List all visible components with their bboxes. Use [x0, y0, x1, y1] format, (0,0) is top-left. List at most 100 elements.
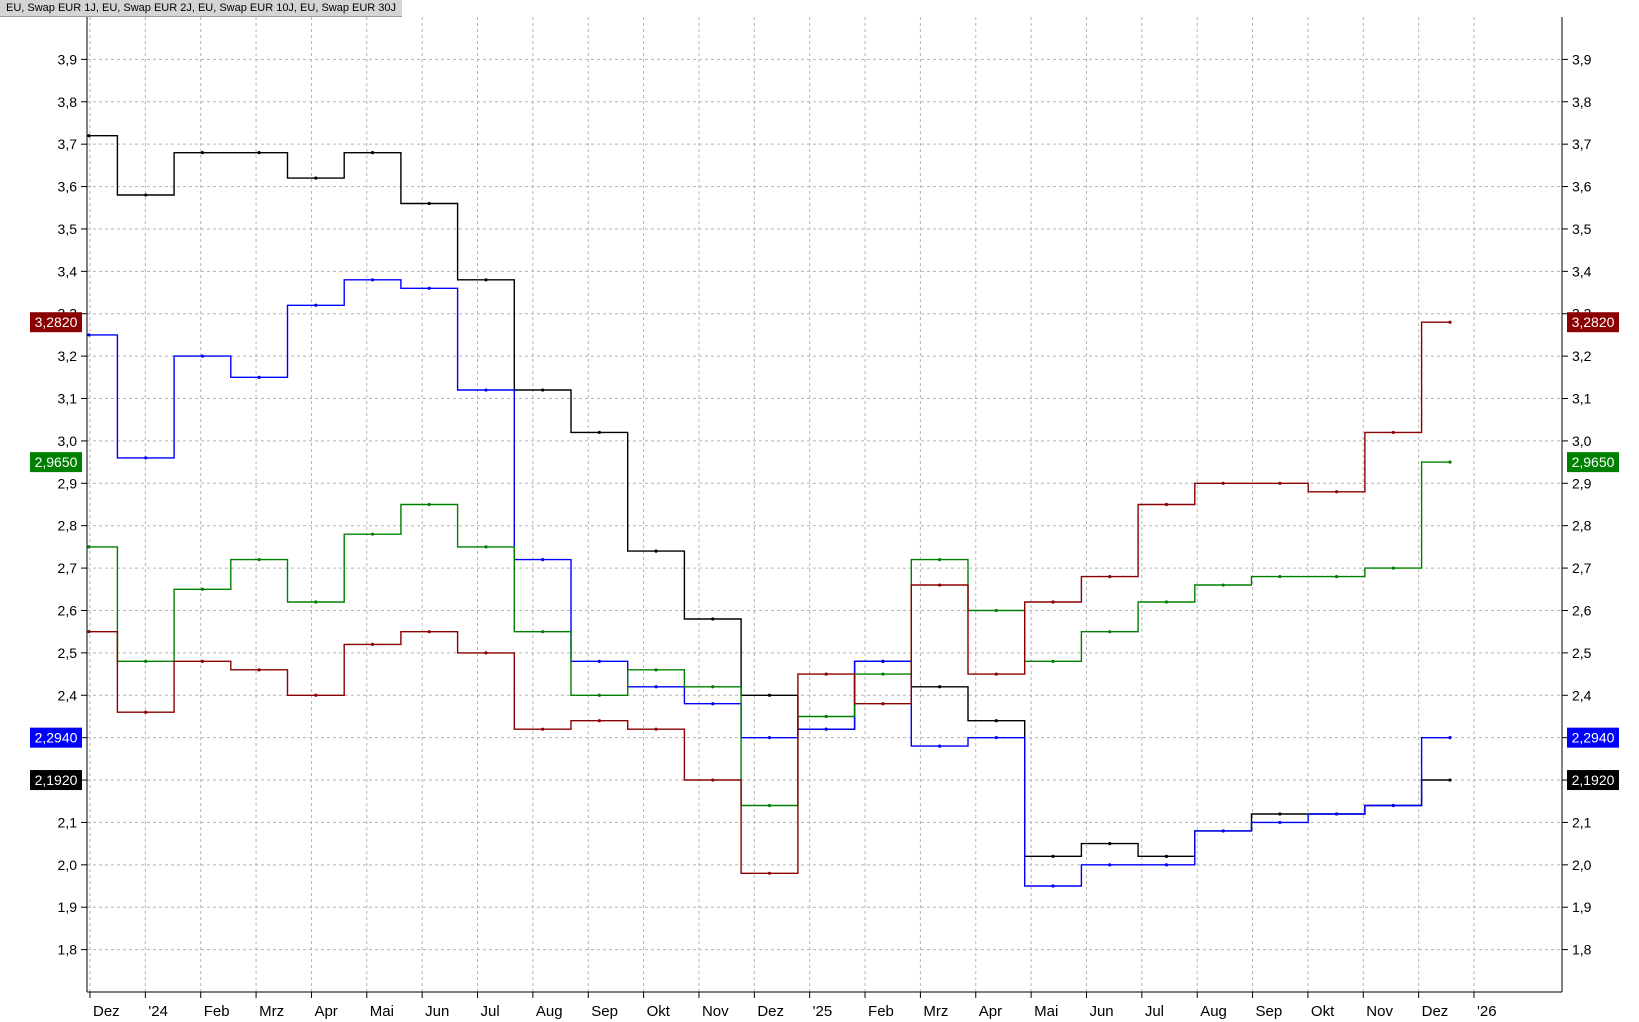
series-point — [994, 608, 998, 613]
x-tick-label: Apr — [314, 1003, 337, 1020]
series-point — [654, 668, 658, 672]
series-point — [597, 430, 601, 435]
gridlines — [87, 17, 1562, 992]
series-point — [200, 587, 205, 591]
y-tick-label-left: 3,1 — [58, 391, 78, 407]
series-point — [144, 456, 148, 460]
series-point — [370, 278, 375, 282]
series-point — [1334, 812, 1339, 816]
series-point — [1051, 600, 1055, 604]
series-point — [427, 630, 431, 634]
series-point — [1221, 481, 1225, 485]
series-line — [89, 279, 1450, 887]
y-tick-label-left: 1,8 — [58, 942, 78, 958]
series-point — [144, 710, 148, 714]
series-point — [654, 727, 658, 731]
x-tick-label: Jul — [481, 1003, 500, 1020]
series-point — [881, 702, 885, 706]
series-point — [370, 642, 375, 646]
series-point — [711, 617, 715, 621]
series-point — [314, 303, 318, 307]
y-tick-label-left: 3,4 — [58, 263, 78, 279]
x-tick-label: Mrz — [259, 1003, 284, 1020]
y-tick-label-left: 2,0 — [58, 857, 78, 873]
x-tick-label: Sep — [1256, 1003, 1283, 1020]
series-point — [1391, 566, 1395, 570]
series-point — [1278, 812, 1282, 816]
series-point — [370, 532, 375, 536]
series-point — [1108, 863, 1112, 867]
series-point — [144, 193, 148, 197]
last-value-label-left: 3,2820 — [35, 314, 78, 330]
y-tick-label-left: 3,6 — [58, 179, 78, 195]
last-value-label-right: 3,2820 — [1572, 314, 1615, 330]
series-point — [597, 659, 601, 663]
series-point — [541, 558, 545, 562]
series-point — [824, 714, 828, 719]
series-line — [89, 461, 1450, 807]
series-point — [597, 719, 601, 723]
y-tick-label-right: 3,0 — [1572, 433, 1592, 449]
series-point — [257, 558, 261, 562]
series-point — [314, 600, 318, 604]
series-point — [938, 744, 942, 748]
y-tick-label-right: 3,4 — [1572, 263, 1592, 279]
series-point — [541, 630, 545, 634]
x-tick-label: Feb — [204, 1003, 230, 1020]
series-point — [314, 693, 318, 697]
y-tick-label-right: 2,6 — [1572, 602, 1592, 618]
y-tick-label-left: 2,9 — [58, 475, 78, 491]
last-value-badge-left — [30, 452, 82, 473]
y-tick-label-right: 2,8 — [1572, 518, 1592, 534]
x-tick-label: Mai — [370, 1003, 394, 1020]
series-point — [87, 545, 91, 549]
series-point — [87, 333, 91, 337]
series-point — [1448, 778, 1452, 782]
series-point — [711, 702, 715, 706]
series-point — [597, 693, 601, 697]
series-point — [938, 558, 942, 562]
series-point — [994, 719, 998, 723]
x-tick-label: Jun — [425, 1003, 449, 1020]
x-tick-label: Aug — [536, 1003, 563, 1020]
y-tick-label-left: 3,8 — [58, 94, 78, 110]
y-tick-label-right: 2,1 — [1572, 814, 1592, 830]
series-point — [1108, 574, 1112, 579]
series-point — [1278, 820, 1282, 825]
x-tick-label: Nov — [702, 1003, 729, 1020]
series-point — [1278, 481, 1282, 485]
series-layer — [87, 134, 1452, 888]
series-point — [87, 134, 91, 138]
series-point — [767, 871, 772, 875]
series-point — [87, 630, 91, 634]
x-tick-label: Okt — [1311, 1003, 1335, 1020]
series-point — [200, 354, 205, 358]
last-value-badge-right — [1567, 727, 1619, 748]
series-point — [1221, 829, 1225, 833]
last-value-label-right: 2,1920 — [1572, 772, 1615, 788]
series-point — [1391, 803, 1395, 808]
y-tick-label-left: 2,1 — [58, 814, 78, 830]
x-tick-label: Sep — [591, 1003, 618, 1020]
series-point — [1448, 320, 1452, 324]
x-tick-label: Mai — [1034, 1003, 1058, 1020]
last-value-badges: 2,1920 2,1920 2,2940 2,2940 2,9650 2,9650 3,28… — [30, 312, 1619, 791]
series-point — [1164, 863, 1169, 867]
x-tick-label: Okt — [647, 1003, 671, 1020]
series-point — [1051, 854, 1055, 858]
series-point — [1221, 583, 1225, 587]
last-value-badge-right — [1567, 452, 1619, 473]
x-tick-label: Jul — [1145, 1003, 1164, 1020]
series-point — [994, 736, 998, 740]
series-point — [427, 286, 431, 290]
series-point — [767, 803, 772, 808]
last-value-badge-left — [30, 727, 82, 748]
y-tick-label-left: 3,9 — [58, 51, 78, 67]
y-tick-label-left: 3,7 — [58, 136, 78, 152]
series-point — [1051, 659, 1055, 663]
y-tick-label-left: 2,8 — [58, 518, 78, 534]
series-point — [314, 176, 318, 180]
series-point — [370, 151, 375, 155]
